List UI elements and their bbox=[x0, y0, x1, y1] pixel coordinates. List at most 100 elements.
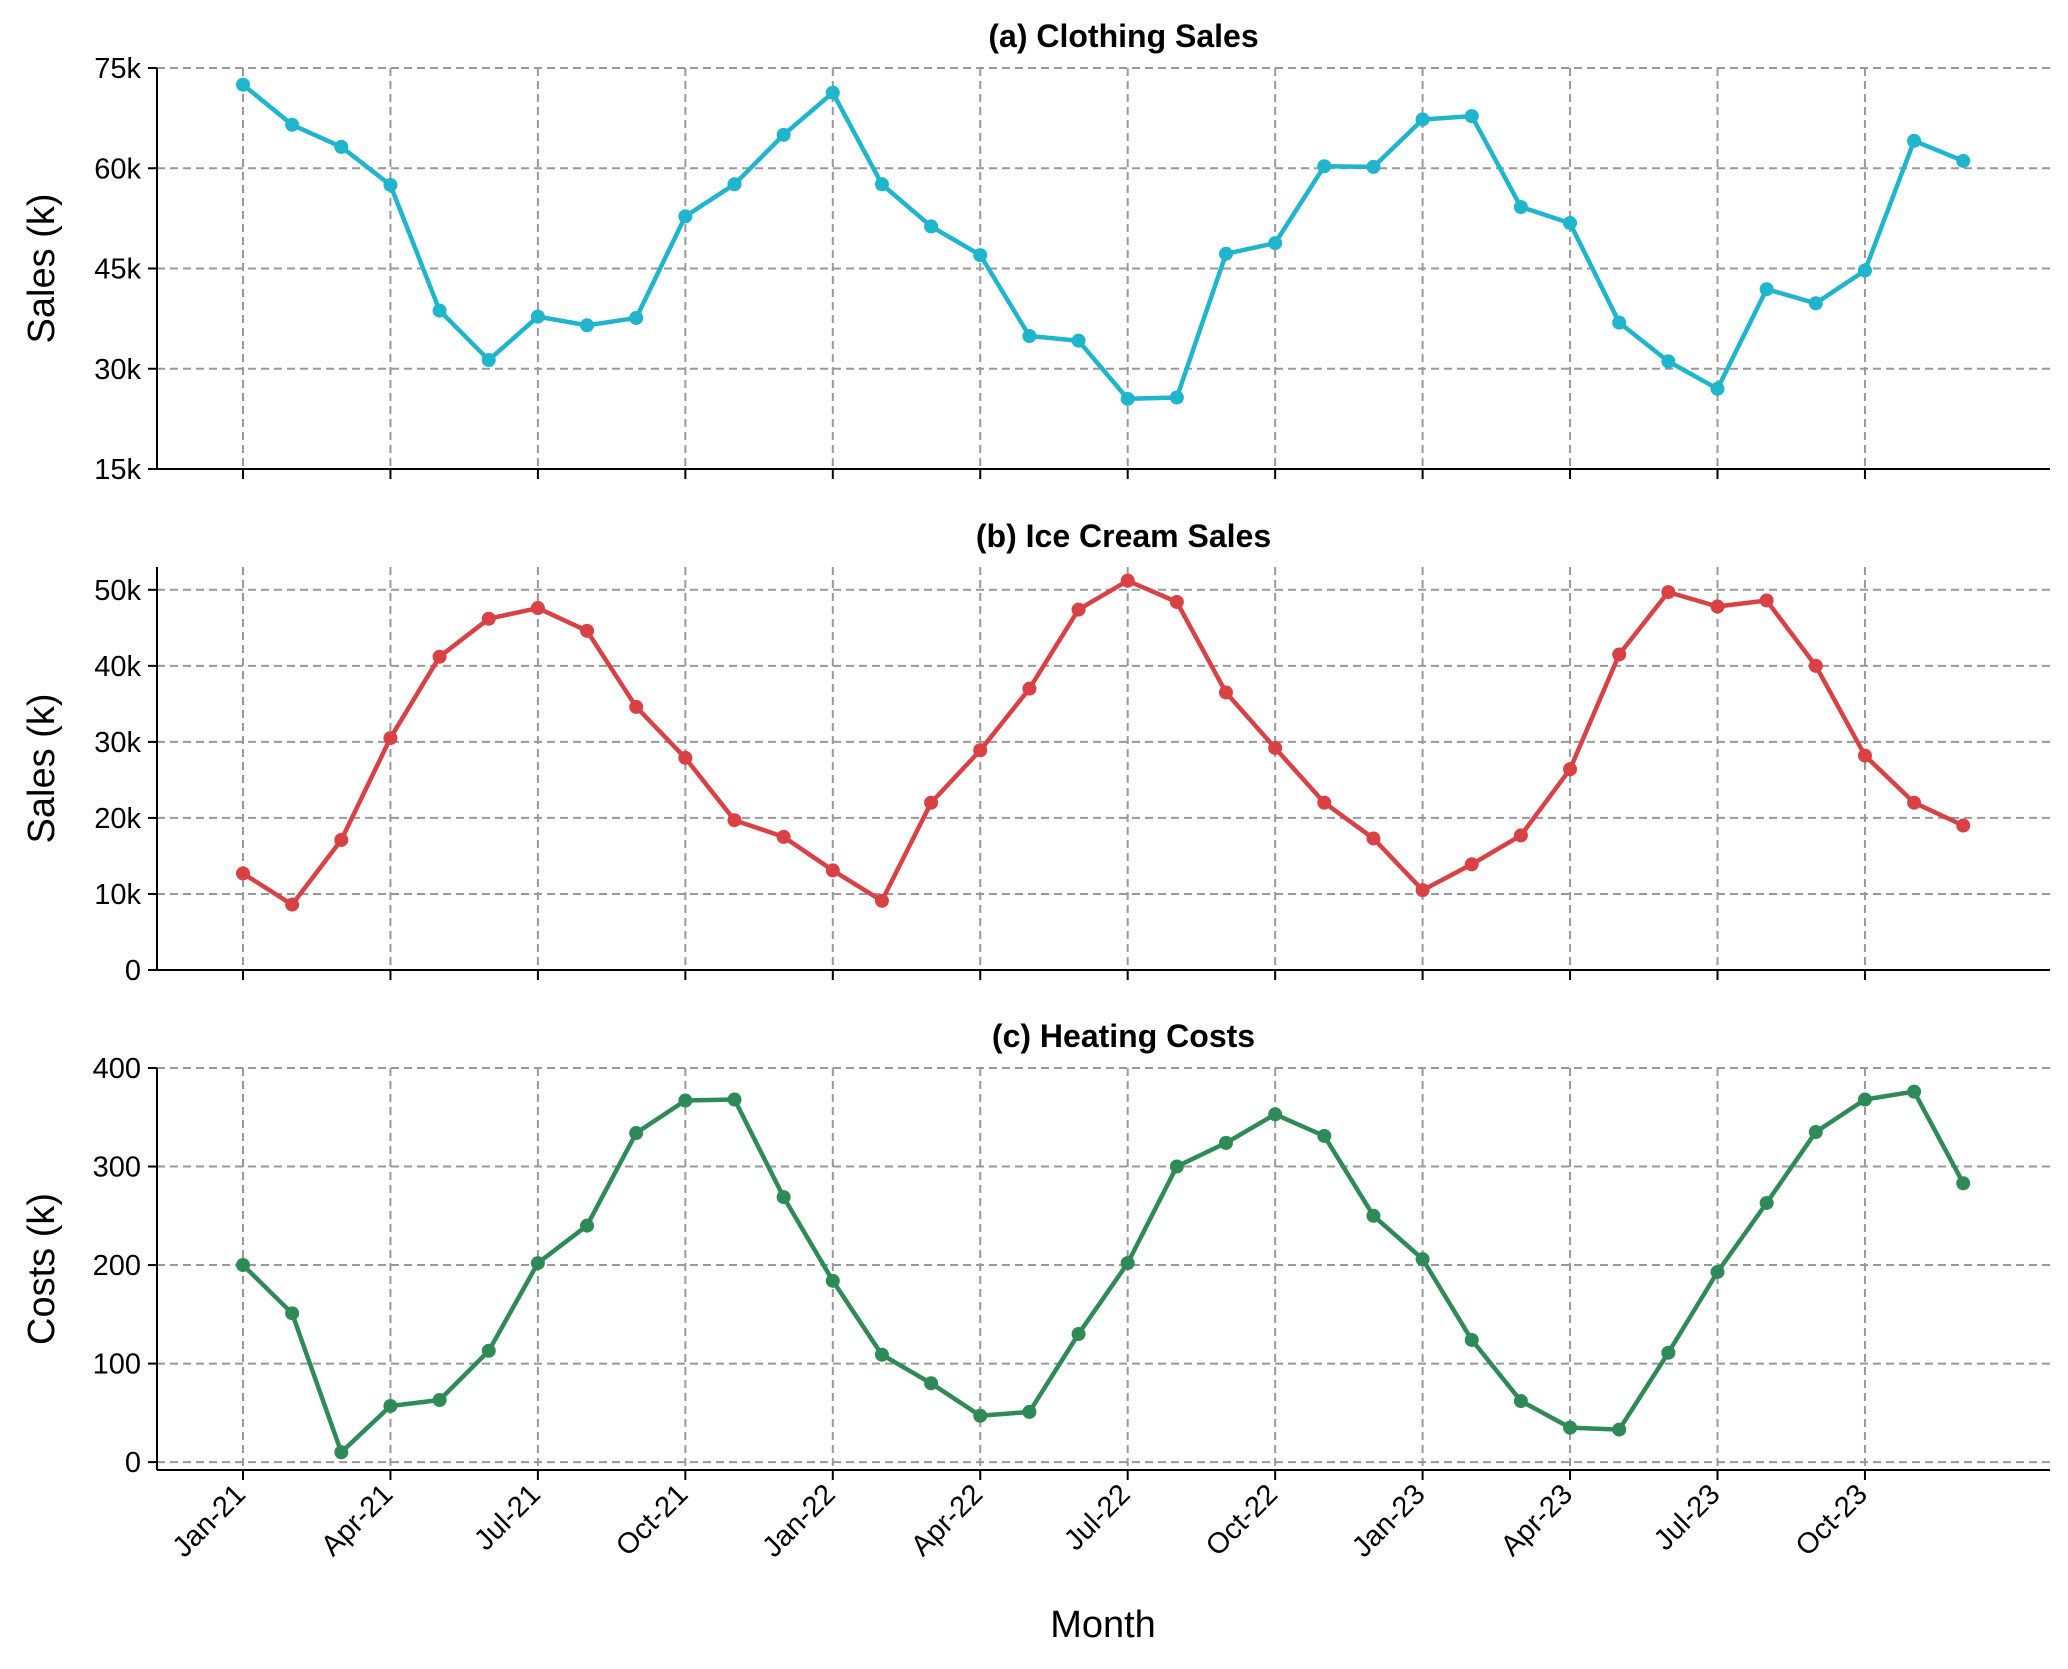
y-tick-label: 30k bbox=[94, 354, 141, 386]
x-tick-label: Oct-23 bbox=[1790, 1478, 1874, 1562]
data-point bbox=[973, 743, 988, 758]
data-point bbox=[383, 731, 398, 746]
data-point bbox=[629, 310, 644, 325]
data-point bbox=[1759, 282, 1774, 297]
data-point bbox=[285, 1306, 300, 1321]
data-point bbox=[1759, 1195, 1774, 1210]
data-point bbox=[1710, 381, 1725, 396]
y-tick-label: 60k bbox=[94, 153, 141, 185]
y-tick-label: 0 bbox=[125, 1447, 141, 1479]
data-point bbox=[1563, 762, 1578, 777]
panel-title: (b) Ice Cream Sales bbox=[976, 518, 1271, 554]
data-point bbox=[1219, 685, 1233, 700]
x-axis-label: Month bbox=[1050, 1604, 1156, 1646]
y-tick-label: 75k bbox=[94, 53, 141, 85]
data-point bbox=[1366, 1208, 1381, 1223]
data-point bbox=[334, 1445, 349, 1460]
x-tick-label: Jul-21 bbox=[468, 1478, 546, 1556]
series-line bbox=[240, 578, 1966, 907]
data-point bbox=[1464, 1332, 1479, 1347]
panel-3: 0 100 200 300 400 (c) Heating Costs Costs (k) bbox=[21, 1018, 2050, 1480]
data-point bbox=[530, 309, 545, 324]
data-point bbox=[825, 85, 840, 100]
data-point bbox=[825, 1273, 840, 1288]
y-tick-label: 400 bbox=[93, 1053, 141, 1085]
data-point bbox=[678, 1093, 693, 1108]
data-point bbox=[1268, 236, 1283, 251]
data-point bbox=[1071, 602, 1086, 617]
data-point bbox=[481, 353, 496, 368]
panel-title: (c) Heating Costs bbox=[992, 1018, 1255, 1054]
data-point bbox=[1366, 831, 1381, 846]
data-point bbox=[580, 318, 595, 333]
data-point bbox=[432, 1393, 447, 1408]
y-tick-label: 50k bbox=[94, 575, 141, 607]
y-tick-label: 20k bbox=[94, 803, 141, 835]
data-point bbox=[530, 1256, 545, 1271]
data-point bbox=[1022, 329, 1037, 344]
data-point bbox=[1169, 390, 1184, 405]
x-tick-label: Apr-22 bbox=[905, 1478, 989, 1562]
data-point bbox=[1071, 333, 1086, 348]
data-point bbox=[1808, 658, 1823, 673]
panel-title: (a) Clothing Sales bbox=[988, 18, 1258, 54]
x-tick-label: Apr-21 bbox=[315, 1478, 399, 1562]
data-point bbox=[825, 863, 840, 878]
data-point bbox=[1120, 391, 1135, 406]
x-tick-label: Jul-22 bbox=[1058, 1478, 1136, 1556]
data-point bbox=[334, 832, 349, 847]
data-point bbox=[1563, 216, 1578, 231]
data-point bbox=[383, 1398, 398, 1413]
data-point bbox=[1661, 1345, 1676, 1360]
data-point bbox=[874, 177, 889, 192]
data-point bbox=[236, 77, 250, 92]
y-tick-label: 15k bbox=[94, 454, 141, 486]
data-point bbox=[1907, 795, 1922, 810]
x-tick-label: Jan-21 bbox=[167, 1478, 252, 1563]
data-point bbox=[383, 177, 398, 192]
data-point bbox=[285, 897, 300, 912]
data-point bbox=[1857, 1092, 1872, 1107]
data-point bbox=[727, 1092, 742, 1107]
y-tick-label: 300 bbox=[93, 1152, 141, 1184]
y-axis-label: Sales (k) bbox=[21, 694, 63, 844]
panel-2: 0 10k 20k 30k 40k 50k (b) Ice Cream Sales Sales… bbox=[21, 518, 2050, 987]
data-point bbox=[432, 649, 447, 664]
data-point bbox=[1022, 681, 1037, 696]
data-point bbox=[1857, 748, 1872, 763]
data-point bbox=[1612, 647, 1627, 662]
data-point bbox=[1956, 818, 1971, 833]
y-tick-label: 0 bbox=[125, 955, 141, 987]
y-axis-label: Sales (k) bbox=[21, 194, 63, 344]
data-point bbox=[1317, 159, 1332, 174]
data-point bbox=[1956, 1176, 1971, 1191]
data-point bbox=[1857, 263, 1872, 278]
data-point bbox=[334, 139, 349, 154]
data-point bbox=[1120, 1256, 1135, 1271]
x-tick-label: Apr-23 bbox=[1495, 1478, 1579, 1562]
data-point bbox=[1907, 133, 1922, 148]
y-tick-label: 45k bbox=[94, 254, 141, 286]
data-point bbox=[629, 699, 644, 714]
data-point bbox=[874, 893, 889, 908]
data-point bbox=[1956, 153, 1971, 168]
data-point bbox=[678, 750, 693, 765]
data-point bbox=[924, 795, 939, 810]
data-point bbox=[1022, 1404, 1037, 1419]
x-tick-label: Jul-23 bbox=[1648, 1478, 1726, 1556]
data-point bbox=[432, 303, 447, 318]
data-point bbox=[776, 1190, 791, 1205]
data-point bbox=[924, 219, 939, 234]
x-tick-label: Oct-21 bbox=[610, 1478, 694, 1562]
data-point bbox=[580, 623, 595, 638]
series-line bbox=[240, 82, 1966, 402]
data-point bbox=[1415, 883, 1430, 898]
data-point bbox=[236, 1258, 250, 1273]
data-point bbox=[1120, 573, 1135, 588]
data-point bbox=[924, 1376, 939, 1391]
data-point bbox=[776, 127, 791, 142]
data-point bbox=[580, 1218, 595, 1233]
data-point bbox=[1415, 112, 1430, 127]
data-point bbox=[236, 866, 250, 881]
